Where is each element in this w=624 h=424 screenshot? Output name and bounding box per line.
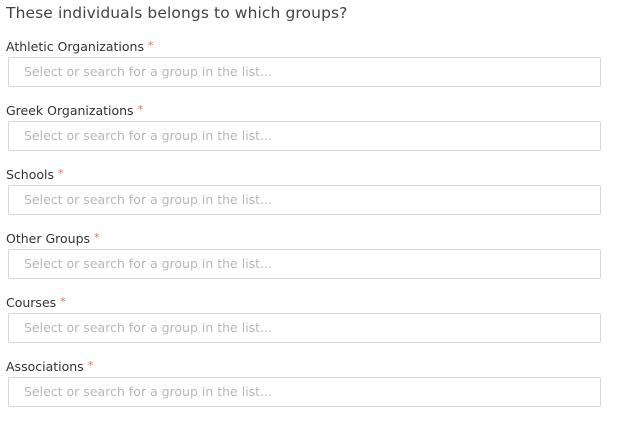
- field-group-courses: Courses * Select or search for a group in…: [0, 295, 624, 355]
- required-marker: *: [60, 295, 66, 308]
- field-label: Associations *: [6, 359, 93, 374]
- field-label: Schools *: [6, 167, 64, 182]
- required-marker: *: [94, 231, 100, 244]
- field-group-other: Other Groups * Select or search for a gro…: [0, 231, 624, 291]
- field-label-text: Greek Organizations: [6, 103, 134, 118]
- associations-search-input[interactable]: Select or search for a group in the list…: [8, 377, 601, 407]
- field-label-text: Courses: [6, 295, 57, 310]
- input-placeholder: Select or search for a group in the list…: [24, 256, 272, 271]
- required-marker: *: [147, 39, 154, 52]
- field-label: Courses *: [6, 295, 66, 310]
- required-marker: *: [58, 167, 64, 180]
- required-marker: *: [87, 359, 94, 372]
- field-label-text: Associations: [6, 359, 84, 374]
- field-group-greek: Greek Organizations * Select or search fo…: [0, 103, 624, 163]
- field-group-athletic: Athletic Organizations * Select or search…: [0, 39, 624, 99]
- field-label-text: Athletic Organizations: [6, 39, 144, 54]
- other-groups-search-input[interactable]: Select or search for a group in the list…: [8, 249, 601, 279]
- required-marker: *: [137, 103, 144, 116]
- schools-search-input[interactable]: Select or search for a group in the list…: [8, 185, 601, 215]
- field-label-text: Schools: [6, 167, 55, 182]
- field-label: Other Groups *: [6, 231, 100, 246]
- field-label: Greek Organizations *: [6, 103, 143, 118]
- field-group-associations: Associations * Select or search for a gro…: [0, 359, 624, 419]
- input-placeholder: Select or search for a group in the list…: [24, 320, 272, 335]
- greek-organizations-search-input[interactable]: Select or search for a group in the list…: [8, 121, 601, 151]
- input-placeholder: Select or search for a group in the list…: [24, 128, 272, 143]
- athletic-organizations-search-input[interactable]: Select or search for a group in the list…: [8, 57, 601, 87]
- field-label-text: Other Groups: [6, 231, 91, 246]
- page-title: These individuals belongs to which group…: [6, 4, 348, 22]
- input-placeholder: Select or search for a group in the list…: [24, 192, 272, 207]
- input-placeholder: Select or search for a group in the list…: [24, 64, 272, 79]
- input-placeholder: Select or search for a group in the list…: [24, 384, 272, 399]
- field-group-schools: Schools * Select or search for a group in…: [0, 167, 624, 227]
- courses-search-input[interactable]: Select or search for a group in the list…: [8, 313, 601, 343]
- field-label: Athletic Organizations *: [6, 39, 153, 54]
